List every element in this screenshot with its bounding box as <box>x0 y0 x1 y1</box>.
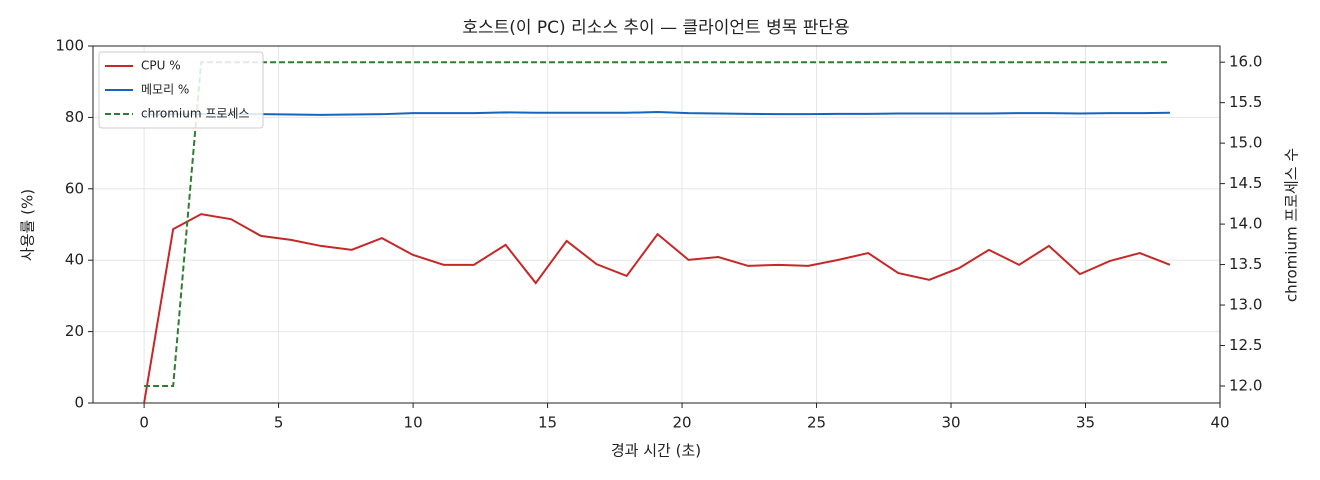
y2-tick-label: 15.5 <box>1229 93 1262 111</box>
y-tick-label: 60 <box>65 179 84 197</box>
legend-label: CPU % <box>141 59 181 73</box>
x-tick-label: 25 <box>807 414 826 432</box>
plot-frame <box>92 45 1221 404</box>
y-tick-label: 40 <box>65 251 84 269</box>
x-tick-label: 15 <box>538 414 557 432</box>
y2-tick-label: 15.0 <box>1229 134 1262 152</box>
y2-tick-label: 12.5 <box>1229 336 1262 354</box>
legend-label: 메모리 % <box>141 83 189 97</box>
y2-tick-label: 14.5 <box>1229 174 1262 192</box>
y-tick-label: 20 <box>65 322 84 340</box>
y2-tick-label: 12.0 <box>1229 377 1262 395</box>
y2-axis-label: chromium 프로세스 수 <box>1283 148 1301 302</box>
legend-box <box>98 51 264 129</box>
x-tick-label: 30 <box>941 414 960 432</box>
chart-title: 호스트(이 PC) 리소스 추이 — 클라이언트 병목 판단용 <box>462 18 849 38</box>
x-tick-label: 35 <box>1076 414 1095 432</box>
x-tick-label: 20 <box>673 414 692 432</box>
y2-tick-label: 13.0 <box>1229 296 1262 314</box>
x-tick-label: 5 <box>274 414 284 432</box>
y2-tick-label: 14.0 <box>1229 215 1262 233</box>
x-tick-label: 0 <box>139 414 149 432</box>
series-line <box>144 111 1170 116</box>
legend-label: chromium 프로세스 <box>141 107 250 121</box>
y-axis-label: 사용률 (%) <box>19 189 37 261</box>
x-tick-label: 10 <box>404 414 423 432</box>
y-tick-label: 80 <box>65 108 84 126</box>
x-axis-label: 경과 시간 (초) <box>611 442 701 460</box>
series-line <box>143 213 1171 404</box>
y-tick-label: 100 <box>55 37 84 55</box>
series-line <box>144 61 1170 387</box>
y2-tick-label: 16.0 <box>1229 53 1262 71</box>
x-tick-label: 40 <box>1210 414 1229 432</box>
y2-tick-label: 13.5 <box>1229 255 1262 273</box>
y-tick-label: 0 <box>74 394 84 412</box>
